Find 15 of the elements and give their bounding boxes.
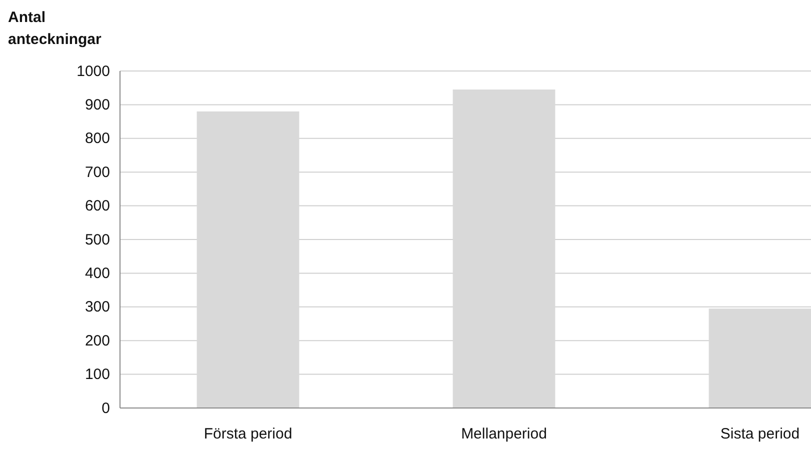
y-tick-label: 700	[84, 164, 110, 181]
y-tick-label: 400	[84, 265, 110, 282]
y-tick-label: 300	[84, 298, 110, 316]
y-tick-label: 100	[84, 366, 110, 384]
x-tick-label: Sista period	[720, 426, 800, 443]
y-tick-label: 600	[84, 198, 110, 215]
y-tick-label: 500	[84, 231, 110, 248]
y-tick-label: 900	[84, 96, 110, 114]
x-tick-label: Första period	[204, 426, 292, 443]
y-tick-label: 1000	[76, 62, 110, 80]
y-tick-label: 800	[84, 130, 110, 148]
y-tick-label: 0	[102, 400, 110, 417]
y-tick-label: 200	[84, 332, 110, 350]
x-tick-label: Mellanperiod	[461, 426, 547, 443]
y-axis-title: Antal anteckningar	[8, 9, 102, 48]
